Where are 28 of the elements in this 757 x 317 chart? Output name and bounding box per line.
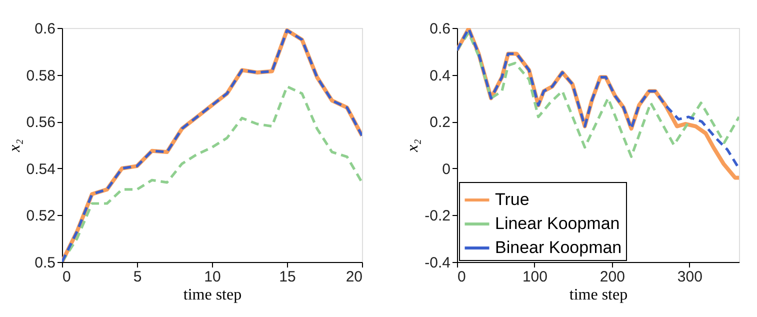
y-axis-title: x₂ [6,138,24,153]
y-tick-label: -0.4 [424,254,450,272]
y-tick-label: 0.2 [430,114,450,132]
y-tick-label: 0 [442,160,450,178]
y-tick-label: 0.4 [430,67,450,84]
x-axis-title: time step [183,286,242,304]
x-axis-title: time step [569,286,628,304]
y-axis-title: x₂ [404,138,422,153]
x-tick-label: 15 [279,268,296,286]
x-tick-label: 10 [204,268,221,286]
y-tick-label: 0.54 [26,160,56,178]
y-tick-label: -0.2 [424,208,450,225]
y-tick-label: 0.5 [34,254,56,272]
x-tick-label: 200 [600,268,625,286]
x-tick-label: 100 [522,268,548,286]
x-tick-label: 5 [133,268,142,286]
y-tick-label: 0.58 [26,67,56,84]
x-tick-label: 0 [458,268,466,286]
x-tick-label: 0 [62,268,71,286]
y-tick-label: 0.6 [430,20,450,38]
legend-label: True [495,190,530,209]
legend-label: Binear Koopman [495,238,622,257]
x-tick-label: 20 [346,268,362,286]
y-tick-label: 0.52 [26,208,56,225]
y-tick-label: 0.56 [26,114,56,132]
y-tick-label: 0.6 [34,20,56,38]
x-tick-label: 300 [677,268,702,286]
legend-label: Linear Koopman [495,214,620,233]
